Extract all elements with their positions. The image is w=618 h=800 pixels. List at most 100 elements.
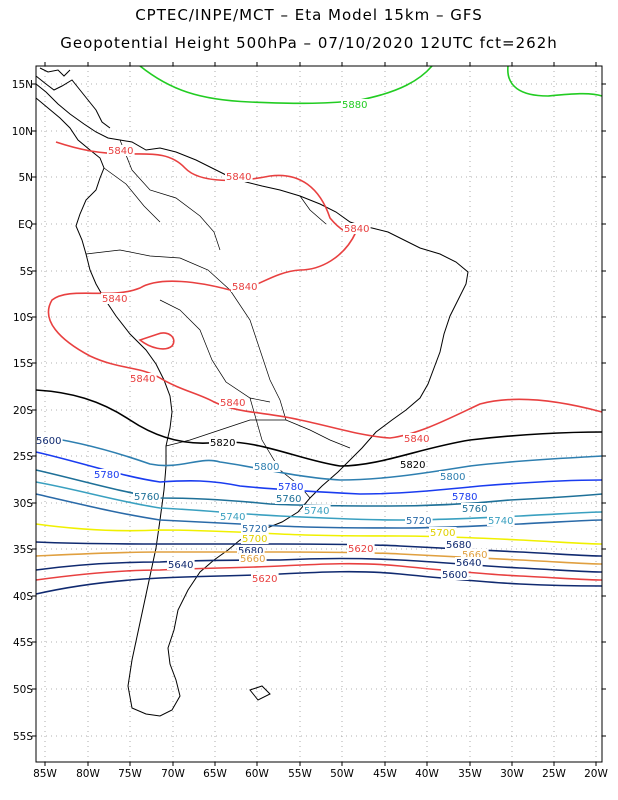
contour-line (35, 551, 603, 565)
contour-label-bg (441, 569, 469, 580)
caribbean-coast (39, 67, 71, 77)
contour-line (35, 570, 603, 595)
lat-tick-label: 40S (13, 591, 33, 603)
contour-label: 5840 (102, 294, 127, 305)
contour-label-bg (277, 481, 305, 492)
lat-tick-label: 10S (13, 312, 33, 324)
contour-label: 5820 (400, 460, 425, 471)
contour-line (35, 541, 603, 557)
contour-label-bg (219, 511, 247, 522)
contour-label: 5840 (226, 172, 251, 183)
contour-label-bg (107, 145, 135, 156)
axis-ticks: 15N 10N 5N EQ 5S 10S 15S 20S 25S 30S 35S 40S 45S 50S 5… (12, 62, 608, 780)
contour-label-bg (445, 539, 473, 550)
contour-label-bg (347, 543, 375, 554)
contour-label: 5720 (406, 516, 431, 527)
contour-label-bg (209, 437, 237, 448)
contour-label-bg (35, 435, 63, 446)
lat-tick-label: 30S (13, 498, 33, 510)
contour-label: 5800 (440, 472, 465, 483)
contour-label-bg (129, 373, 157, 384)
contour-label: 5820 (210, 438, 235, 449)
contour-label: 5780 (278, 482, 303, 493)
contour-line (139, 65, 433, 105)
lon-tick-label: 20W (584, 768, 608, 780)
graticule-grid (36, 66, 602, 762)
lat-tick-label: EQ (18, 219, 33, 231)
lon-tick-label: 85W (33, 768, 57, 780)
contour-label: 5640 (456, 558, 481, 569)
lat-tick-label: 25S (13, 451, 33, 463)
contour-label: 5760 (462, 504, 487, 515)
contour-label: 5600 (36, 436, 61, 447)
contour-label-bg (403, 433, 431, 444)
contour-label-bg (133, 491, 161, 502)
contour-label-bg (455, 557, 483, 568)
contour-line (35, 451, 603, 495)
falklands (249, 685, 271, 701)
contour-label: 5700 (242, 534, 267, 545)
lon-tick-label: 60W (245, 768, 269, 780)
contour-label: 5700 (430, 528, 455, 539)
contour-label-bg (93, 469, 121, 480)
contour-label: 5740 (488, 516, 513, 527)
lat-tick-label: 45S (13, 637, 33, 649)
lon-tick-label: 70W (161, 768, 185, 780)
map-title-line1: CPTEC/INPE/MCT – Eta Model 15km – GFS (135, 6, 483, 24)
contour-line (507, 65, 603, 97)
contour-label-bg (241, 533, 269, 544)
lon-tick-label: 50W (330, 768, 354, 780)
contour-label: 5880 (342, 100, 367, 111)
contour-line (35, 562, 603, 581)
contour-line (47, 141, 603, 439)
contour-label: 5740 (304, 506, 329, 517)
contour-label-bg (251, 573, 279, 584)
lon-tick-label: 65W (203, 768, 227, 780)
lon-tick-label: 80W (76, 768, 100, 780)
contour-line (35, 523, 603, 545)
contour-label: 5680 (238, 546, 263, 557)
contour-label: 5840 (108, 146, 133, 157)
map-frame (35, 65, 603, 763)
lat-tick-label: 15S (13, 358, 33, 370)
contour-label: 5740 (220, 512, 245, 523)
contour-label: 5840 (130, 374, 155, 385)
lon-tick-label: 55W (288, 768, 312, 780)
contour-label: 5640 (168, 560, 193, 571)
contour-label-bg (429, 527, 457, 538)
contour-label-bg (275, 493, 303, 504)
lat-tick-label: 55S (13, 731, 33, 743)
contour-label: 5760 (134, 492, 159, 503)
contour-label-bg (461, 549, 489, 560)
contour-label: 5660 (462, 550, 487, 561)
contour-label: 5780 (94, 470, 119, 481)
south-america-coast (35, 83, 469, 717)
contour-labels: 5880 5840 5840 5840 5840 5840 5840 5840 5840 5820… (35, 99, 515, 585)
lat-tick-label: 5S (20, 266, 34, 278)
contour-label: 5720 (242, 524, 267, 535)
lon-tick-label: 40W (415, 768, 439, 780)
contour-label-bg (167, 559, 195, 570)
contour-label-bg (303, 505, 331, 516)
contour-label: 5840 (220, 398, 245, 409)
contour-label-bg (225, 171, 253, 182)
contour-label: 5780 (452, 492, 477, 503)
contour-label: 5660 (240, 554, 265, 565)
contour-label-bg (439, 471, 467, 482)
contour-label-bg (399, 459, 427, 470)
contour-line (35, 557, 603, 573)
contour-label-bg (101, 293, 129, 304)
contour-label: 5800 (254, 462, 279, 473)
contour-label: 5620 (348, 544, 373, 555)
contour-label: 5840 (404, 434, 429, 445)
lon-tick-label: 30W (500, 768, 524, 780)
contour-line (35, 481, 603, 521)
contour-label: 5760 (276, 494, 301, 505)
lat-tick-label: 10N (12, 126, 33, 138)
contour-label-bg (237, 545, 265, 556)
contour-label-bg (343, 223, 371, 234)
contour-label: 5620 (252, 574, 277, 585)
contour-label-bg (239, 553, 267, 564)
lat-tick-label: 50S (13, 684, 33, 696)
